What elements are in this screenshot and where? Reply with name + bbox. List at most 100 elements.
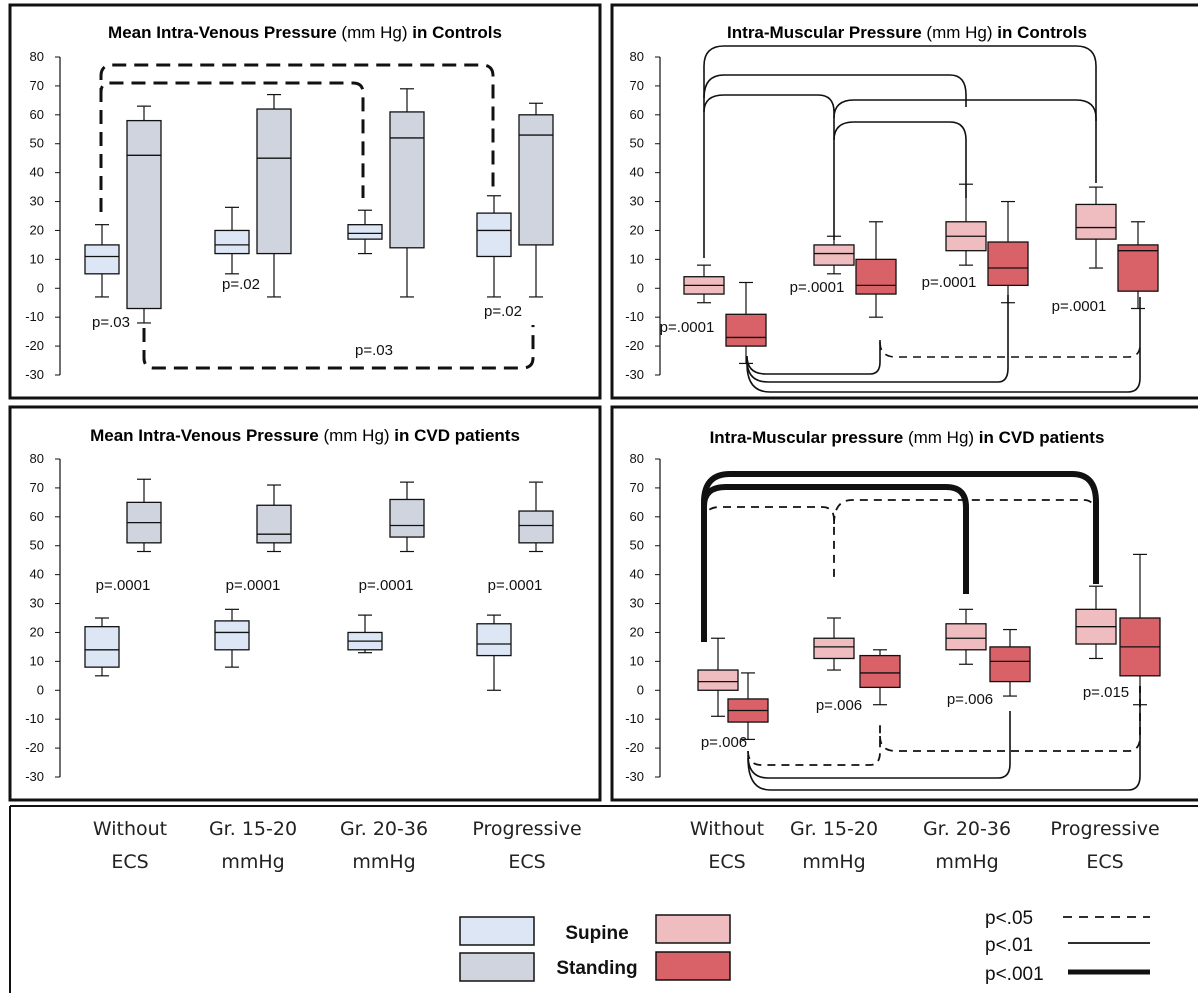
box-iqr <box>1075 203 1117 240</box>
box-iqr <box>84 244 120 275</box>
box-iqr <box>697 669 739 691</box>
panel-muscular-cvd-frame <box>610 405 1198 802</box>
category-label-left: Gr. 15-20 <box>209 818 297 840</box>
sig-bracket <box>701 484 969 594</box>
y-tick-label: 30 <box>630 596 644 611</box>
box-standing <box>518 481 554 553</box>
box-standing <box>126 105 162 324</box>
box-standing <box>518 102 554 298</box>
sig-bracket <box>747 711 1011 779</box>
chart-title-part: in Controls <box>412 23 502 42</box>
y-tick-label: 0 <box>637 280 644 295</box>
box-standing <box>989 628 1031 697</box>
y-tick-label: 80 <box>30 451 44 466</box>
chart-1: Mean Intra-Venous Pressure (mm Hg) in Co… <box>25 23 554 382</box>
category-label-left: ECS <box>508 851 545 873</box>
category-label-right: Without <box>690 818 764 840</box>
legend-swatch-muscular-supine <box>655 914 731 944</box>
box-supine <box>347 209 383 255</box>
sig-bracket <box>142 325 535 370</box>
y-tick-label: 60 <box>30 107 44 122</box>
legend-frame <box>9 805 1198 993</box>
y-tick-label: 10 <box>30 653 44 668</box>
sig-bracket <box>746 340 881 375</box>
box-iqr <box>84 626 120 668</box>
box-standing <box>389 481 425 553</box>
box-standing <box>1117 221 1159 310</box>
y-tick-label: 70 <box>630 78 644 93</box>
y-tick-label: 50 <box>630 538 644 553</box>
box-supine <box>1075 186 1117 269</box>
box-iqr <box>725 313 767 347</box>
box-standing <box>126 478 162 553</box>
box-supine <box>683 264 725 304</box>
sig-bracket <box>747 724 881 766</box>
p-value-label: p=.03 <box>355 342 393 359</box>
y-tick-label: 30 <box>30 596 44 611</box>
box-supine <box>84 224 120 298</box>
box-iqr <box>813 244 855 266</box>
y-tick-label: 10 <box>30 251 44 266</box>
box-supine <box>945 183 987 266</box>
box-iqr <box>945 623 987 651</box>
box-iqr <box>476 212 512 258</box>
p-value-label: p=.015 <box>1083 684 1129 701</box>
panel-muscular-controls-frame <box>610 3 1198 400</box>
sig-bracket <box>703 45 1097 258</box>
box-supine <box>214 608 250 668</box>
box-iqr <box>987 241 1029 287</box>
panel-venous-cvd-frame <box>8 405 602 802</box>
box-supine <box>476 614 512 691</box>
y-tick-label: 70 <box>30 480 44 495</box>
y-tick-label: -30 <box>625 367 644 382</box>
chart-title-part: Mean Intra-Venous Pressure <box>90 426 319 445</box>
y-tick-label: 30 <box>30 194 44 209</box>
chart-title-part: in CVD patients <box>979 428 1105 447</box>
box-standing <box>859 649 901 706</box>
y-tick-label: 50 <box>630 136 644 151</box>
box-standing <box>855 221 897 318</box>
category-label-left: Progressive <box>472 818 581 840</box>
category-label-left: mmHg <box>221 851 284 873</box>
legend-standing-label: Standing <box>556 958 637 979</box>
box-iqr <box>389 111 425 249</box>
box-standing <box>725 281 767 365</box>
p-value-label: p=.0001 <box>660 319 715 336</box>
category-label-right: Gr. 20-36 <box>923 818 1011 840</box>
chart-title: Intra-Muscular pressure (mm Hg) in CVD p… <box>710 428 1105 447</box>
p-value-label: p=.0001 <box>1052 298 1107 315</box>
box-iqr <box>256 504 292 544</box>
chart-3: Mean Intra-Venous Pressure (mm Hg) in CV… <box>25 426 554 784</box>
legend-swatch-venous-standing <box>459 952 535 982</box>
category-label-right: ECS <box>1086 851 1123 873</box>
y-tick-label: -20 <box>625 740 644 755</box>
chart-4: Intra-Muscular pressure (mm Hg) in CVD p… <box>625 428 1161 784</box>
y-tick-label: -20 <box>625 338 644 353</box>
chart-title-part: (mm Hg) <box>319 426 395 445</box>
box-supine <box>697 637 739 717</box>
p-value-label: p=.006 <box>701 734 747 751</box>
sig-bracket <box>99 63 495 212</box>
category-label-right: mmHg <box>935 851 998 873</box>
chart-title-part: (mm Hg) <box>922 23 998 42</box>
sig-bracket <box>746 297 1141 393</box>
y-tick-label: 40 <box>630 165 644 180</box>
chart-title: Intra-Muscular Pressure (mm Hg) in Contr… <box>727 23 1087 42</box>
p-value-label: p=.03 <box>92 314 130 331</box>
legend-supine-label: Supine <box>565 923 628 944</box>
y-tick-label: 70 <box>630 480 644 495</box>
y-tick-label: 0 <box>37 280 44 295</box>
y-tick-label: -20 <box>25 740 44 755</box>
y-tick-label: 10 <box>630 251 644 266</box>
box-standing <box>987 200 1029 304</box>
p-value-label: p=.006 <box>947 691 993 708</box>
y-tick-label: -10 <box>625 309 644 324</box>
category-label-left: ECS <box>111 851 148 873</box>
p-value-label: p=.0001 <box>488 577 543 594</box>
chart-title: Mean Intra-Venous Pressure (mm Hg) in CV… <box>90 426 520 445</box>
p-value-label: p=.02 <box>222 276 260 293</box>
y-tick-label: 60 <box>630 509 644 524</box>
box-standing <box>1119 553 1161 706</box>
box-iqr <box>214 620 250 651</box>
